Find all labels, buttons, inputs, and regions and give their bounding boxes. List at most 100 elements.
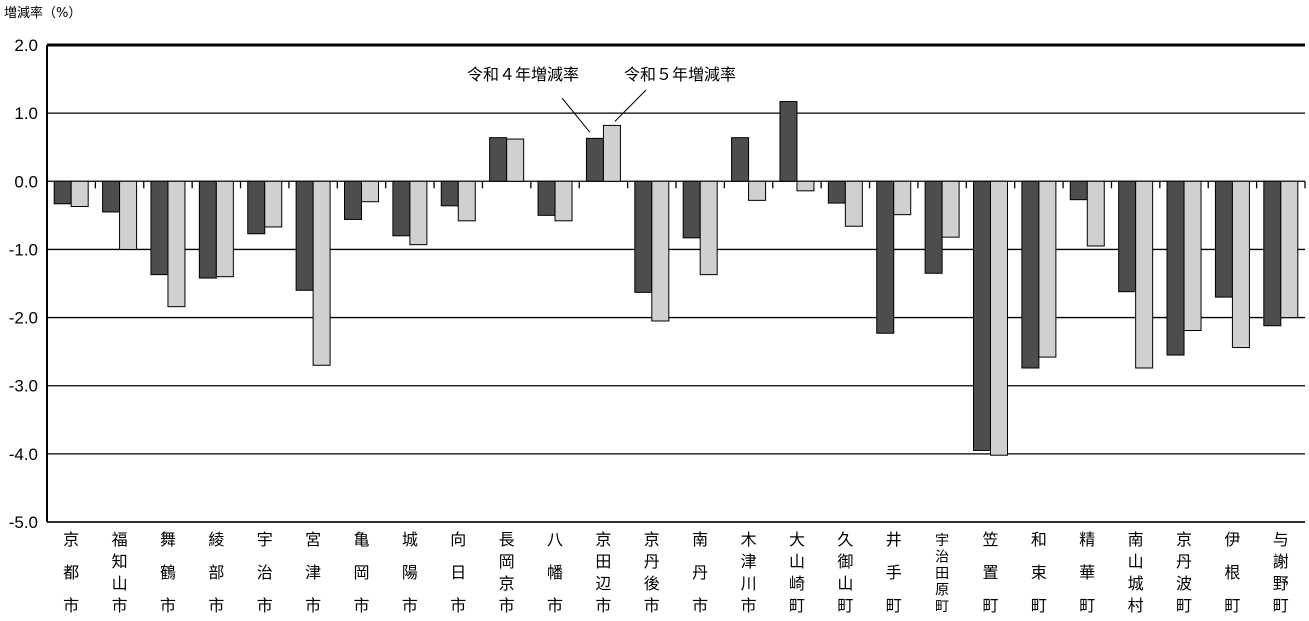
x-tick-label: 町 [935, 599, 949, 615]
annotation-label: 令和４年増減率 [467, 65, 579, 84]
x-tick-label: 京 [1176, 530, 1192, 549]
x-tick-label: 城 [1128, 574, 1144, 593]
x-tick-label: 市 [402, 596, 418, 615]
bars [53, 101, 1299, 456]
axes [46, 45, 1306, 523]
x-tick-label: 治 [257, 563, 273, 582]
x-tick-label: 根 [1224, 563, 1240, 582]
bar-series2 [554, 180, 573, 222]
x-tick-label: 謝 [1273, 552, 1289, 571]
x-tick-label: 治 [935, 550, 949, 566]
x-tick-label: 束 [1031, 563, 1047, 582]
x-tick-labels: 京都市福知山市舞鶴市綾部市宇治市宮津市亀岡市城陽市向日市長岡京市八幡市京田辺市京… [63, 530, 1289, 615]
x-tick-label: 華 [1079, 563, 1095, 582]
bar-series1 [585, 137, 604, 182]
bar-series1 [924, 180, 943, 274]
bar-series2 [1038, 180, 1057, 358]
x-tick-label: 市 [305, 596, 321, 615]
bar-series2 [1231, 180, 1250, 349]
x-tick-label: 笠 [982, 530, 998, 549]
x-tick-label: 野 [1273, 574, 1289, 593]
x-tick-label: 市 [499, 596, 515, 615]
bar-series1 [634, 180, 653, 293]
x-tick-label: 岡 [499, 552, 515, 571]
bar-series1 [1021, 180, 1040, 369]
x-tick-label: 大 [789, 530, 805, 549]
y-tick-label: -1.0 [9, 240, 38, 259]
x-tick-label: 町 [982, 596, 998, 615]
x-tick-label: 御 [837, 552, 853, 571]
x-tick-label: 町 [1079, 596, 1095, 615]
x-tick-label: 市 [692, 596, 708, 615]
x-tick-label: 日 [450, 563, 466, 582]
bar-series2 [748, 180, 767, 201]
x-tick-label: 宇 [935, 533, 949, 549]
x-tick-label: 市 [257, 596, 273, 615]
x-tick-label: 崎 [789, 574, 805, 593]
bar-series1 [1263, 180, 1282, 327]
y-tick-label: -5.0 [9, 513, 38, 532]
bar-series1 [876, 180, 895, 334]
x-tick-label: 後 [644, 574, 660, 593]
bar-series1 [150, 180, 169, 276]
x-tick-label: 都 [63, 563, 79, 582]
x-tick-label: 丹 [1176, 552, 1192, 571]
x-tick-label: 南 [1128, 530, 1144, 549]
bar-series2 [699, 180, 718, 276]
bar-series1 [198, 180, 217, 279]
bar-series2 [990, 180, 1008, 456]
x-tick-label: 宇 [257, 530, 273, 549]
x-tick-label: 木 [741, 530, 757, 549]
bar-series1 [1069, 180, 1088, 201]
x-tick-label: 山 [112, 574, 128, 593]
x-tick-label: 京 [499, 574, 515, 593]
bar-series1 [731, 137, 750, 182]
x-tick-label: 城 [402, 530, 418, 549]
y-tick-label: -3.0 [9, 377, 38, 396]
bar-series1 [295, 180, 314, 291]
x-tick-label: 京 [644, 530, 660, 549]
x-tick-label: 部 [208, 563, 224, 582]
x-tick-label: 伊 [1224, 530, 1240, 549]
x-tick-label: 山 [1128, 552, 1144, 571]
x-tick-label: 市 [547, 596, 563, 615]
bar-series2 [844, 180, 863, 227]
x-tick-label: 知 [112, 552, 128, 571]
bar-series1 [392, 180, 411, 237]
x-tick-label: 与 [1273, 530, 1289, 549]
bar-series1 [344, 180, 362, 220]
x-tick-label: 陽 [402, 563, 418, 582]
x-tick-label: 町 [1224, 596, 1240, 615]
bar-series1 [440, 180, 459, 207]
x-tick-label: 町 [1176, 596, 1192, 615]
bar-series1 [1118, 180, 1137, 293]
x-tick-label: 市 [112, 596, 128, 615]
x-tick-label: 八 [547, 530, 563, 549]
x-tick-label: 市 [741, 596, 757, 615]
x-tick-label: 福 [112, 530, 128, 549]
bar-series1 [1166, 180, 1185, 356]
y-tick-label: 2.0 [14, 36, 38, 55]
x-tick-label: 市 [208, 596, 224, 615]
bar-series1 [779, 101, 798, 182]
bar-series2 [1280, 180, 1299, 319]
x-tick-label: 亀 [353, 530, 369, 549]
x-tick-label: 手 [886, 563, 902, 582]
x-tick-label: 京 [595, 530, 611, 549]
x-tick-label: 波 [1176, 574, 1192, 593]
bar-series1 [53, 180, 72, 205]
x-tick-label: 津 [741, 552, 757, 571]
x-tick-label: 山 [789, 552, 805, 571]
x-tick-label: 丹 [644, 552, 660, 571]
x-tick-label: 宮 [305, 530, 321, 549]
bar-series2 [457, 180, 476, 222]
bar-series1 [973, 180, 991, 451]
x-tick-label: 丹 [692, 563, 708, 582]
x-tick-label: 山 [837, 574, 853, 593]
bar-series2 [1183, 180, 1202, 332]
x-tick-label: 町 [886, 596, 902, 615]
x-tick-label: 市 [644, 596, 660, 615]
bar-series1 [102, 180, 121, 213]
x-tick-label: 町 [1273, 596, 1289, 615]
